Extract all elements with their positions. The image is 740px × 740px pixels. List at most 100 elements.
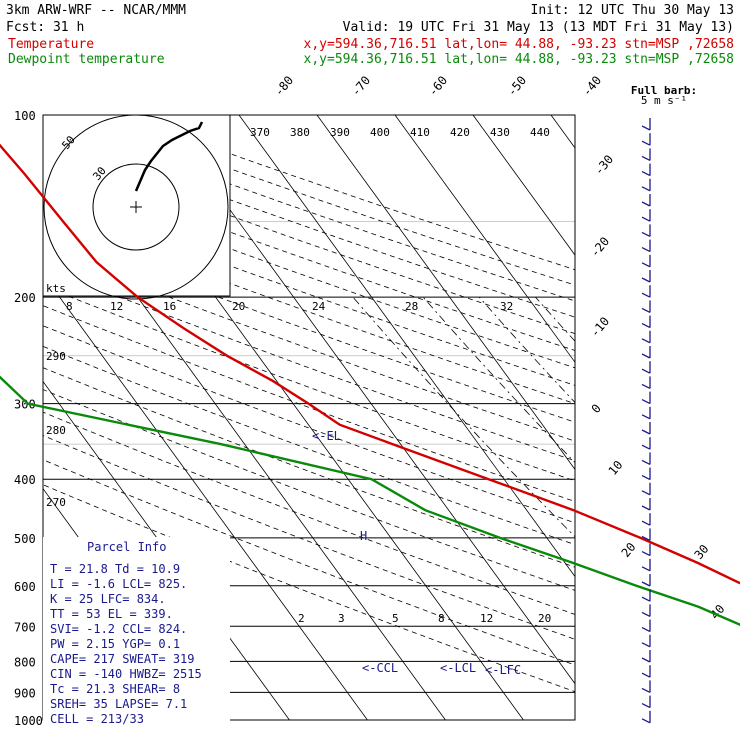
dewpoint-location: x,y=594.36,716.51 lat,lon= 44.88, -93.23… — [304, 52, 734, 67]
init-time: Init: 12 UTC Thu 30 May 13 — [531, 3, 735, 18]
barb-label-line2: 5 m s⁻¹ — [641, 94, 687, 107]
pressure-tick-label: 400 — [14, 473, 36, 487]
wind-barb-flag — [641, 414, 651, 420]
wind-barb-flag — [641, 551, 651, 557]
theta-label: 430 — [490, 126, 510, 139]
wind-barb-flag — [641, 231, 651, 237]
pressure-tick-label: 300 — [14, 398, 36, 412]
wind-barb-flag — [641, 262, 651, 268]
wind-barb-flag — [641, 201, 651, 207]
wind-barb-flag — [641, 368, 651, 374]
moist-adiabat — [478, 296, 575, 404]
wind-barb-flag — [641, 475, 651, 481]
parcel-info-row: CELL = 213/33 — [50, 712, 144, 726]
pressure-tick-label: 500 — [14, 532, 36, 546]
wind-barb-flag — [641, 672, 651, 678]
wind-barb-flag — [641, 277, 651, 283]
isotherm — [160, 115, 575, 685]
wind-barb-flag — [641, 657, 651, 663]
theta-label: 380 — [290, 126, 310, 139]
wind-barb-flag — [641, 353, 651, 359]
theta-label: 410 — [410, 126, 430, 139]
moist-adiabat — [422, 296, 575, 464]
theta-label: 420 — [450, 126, 470, 139]
mixing-ratio-label: 5 — [392, 612, 399, 625]
dewpoint-legend-label: Dewpoint temperature — [8, 52, 165, 67]
isotherm — [43, 273, 368, 720]
wind-barb-flag — [641, 490, 651, 496]
wind-barb-flag — [641, 687, 651, 693]
parcel-info-row: SVI= -1.2 CCL= 824. — [50, 622, 187, 636]
wind-barb-flag — [641, 535, 651, 541]
wind-barb-flag — [641, 186, 651, 192]
parcel-info-row: CIN = -140 HWBZ= 2515 — [50, 667, 202, 681]
temperature-profile — [0, 143, 740, 585]
theta-label: 370 — [250, 126, 270, 139]
ccl-marker: <-CCL — [362, 661, 398, 675]
upper-mixing-ratio-label: 32 — [500, 300, 513, 313]
wind-barb-flag — [641, 247, 651, 253]
pressure-tick-label: 1000 — [14, 714, 43, 728]
upper-mixing-ratio-label: 24 — [312, 300, 326, 313]
wind-barb-flag — [641, 642, 651, 648]
temperature-tick-label: -60 — [426, 73, 451, 99]
dewpoint-profile — [0, 375, 740, 626]
parcel-info-row: CAPE= 217 SWEAT= 319 — [50, 652, 195, 666]
moist-adiabat — [352, 296, 575, 538]
pressure-tick-label: 700 — [14, 620, 36, 634]
wind-barb-flag — [641, 596, 651, 602]
isotherm — [472, 115, 575, 256]
temperature-legend-label: Temperature — [8, 37, 94, 52]
dry-adiabat — [43, 389, 575, 591]
isotherm — [707, 115, 740, 720]
temperature-location: x,y=594.36,716.51 lat,lon= 44.88, -93.23… — [304, 37, 734, 52]
pressure-tick-label: 600 — [14, 580, 36, 594]
lcl-marker: <-LCL — [440, 661, 476, 675]
dry-adiabat — [43, 305, 575, 502]
wind-barb-flag — [641, 171, 651, 177]
forecast-hour: Fcst: 31 h — [6, 20, 84, 35]
parcel-info-row: T = 21.8 Td = 10.9 — [50, 562, 180, 576]
theta-label: 440 — [530, 126, 550, 139]
wind-barb-flag — [641, 581, 651, 587]
dry-adiabat — [43, 459, 575, 666]
pressure-tick-label: 800 — [14, 655, 36, 669]
wind-barb-flag — [641, 338, 651, 344]
side-theta-label: 280 — [46, 424, 66, 437]
model-title: 3km ARW-WRF -- NCAR/MMM — [6, 3, 186, 18]
theta-label: 400 — [370, 126, 390, 139]
isotherm — [394, 115, 575, 363]
theta-label: 390 — [330, 126, 350, 139]
hodograph-trace — [134, 121, 204, 192]
wind-barb-flag — [641, 307, 651, 313]
wind-barb-flag — [641, 459, 651, 465]
hodograph-unit: kts — [46, 282, 66, 295]
mixing-ratio-label: 2 — [298, 612, 305, 625]
temperature-tick-label: 30 — [692, 542, 712, 562]
temperature-tick-label: 20 — [619, 540, 639, 560]
mixing-ratio-label: 8 — [438, 612, 445, 625]
moist-adiabat — [592, 297, 740, 720]
parcel-info-row: Tc = 21.3 SHEAR= 8 — [50, 682, 180, 696]
wind-barb-flag — [641, 155, 651, 161]
wind-barb-flag — [641, 399, 651, 405]
upper-mixing-ratio-label: 12 — [110, 300, 123, 313]
wind-barb-flag — [641, 566, 651, 572]
wind-barb-flag — [641, 383, 651, 389]
parcel-marker: H — [360, 529, 367, 543]
parcel-info-row: K = 25 LFC= 834. — [50, 592, 166, 606]
wind-barb-flag — [641, 292, 651, 298]
plot-border — [42, 114, 576, 721]
parcel-info-row: TT = 53 EL = 339. — [50, 607, 173, 621]
wind-barb-flag — [641, 444, 651, 450]
el-marker: <-EL — [312, 429, 341, 443]
hodograph-ring-inner — [92, 163, 180, 251]
wind-barb-flag — [641, 703, 651, 709]
side-theta-label: 270 — [46, 496, 66, 509]
parcel-info-row: LI = -1.6 LCL= 825. — [50, 577, 187, 591]
temperature-tick-label: -80 — [272, 73, 297, 99]
dry-adiabat — [43, 411, 575, 615]
pressure-tick-label: 100 — [14, 109, 36, 123]
pressure-tick-label: 200 — [14, 291, 36, 305]
